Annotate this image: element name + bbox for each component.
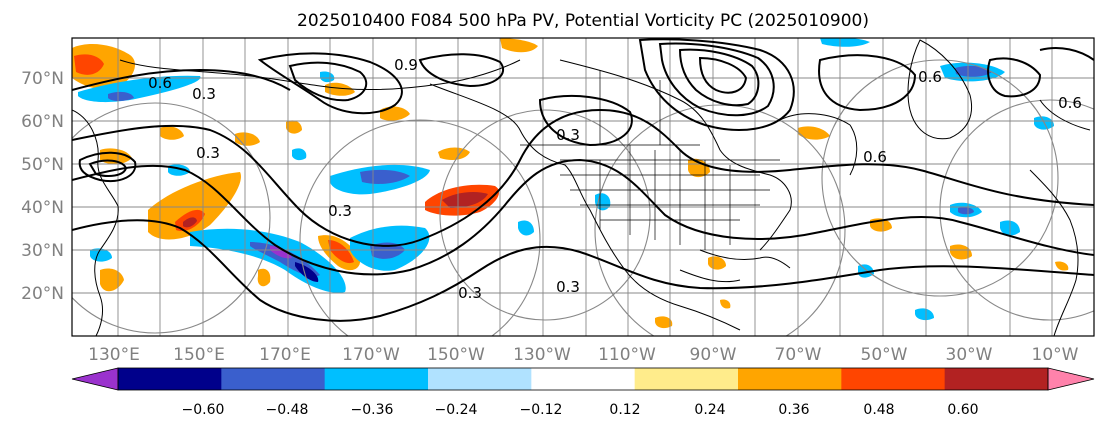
pv-anomaly-negative [292, 148, 307, 161]
colorbar-extend-left [71, 367, 119, 391]
colorbar-segment [634, 368, 739, 390]
lon-label: 70°W [775, 345, 822, 365]
pv-contours [72, 38, 1094, 322]
colorbar-tick-label: −0.60 [182, 402, 225, 418]
pv-anomaly-positive-core [74, 54, 104, 75]
pv-anomaly-negative-core [955, 65, 992, 77]
pv-anomaly-negative [320, 71, 335, 83]
pv-anomaly-positive [720, 299, 731, 309]
lon-label: 170°W [342, 345, 400, 365]
lon-label: 10°W [1032, 345, 1079, 365]
contour-label: 0.3 [556, 126, 580, 144]
colorbar-tick-label: 0.36 [778, 402, 809, 418]
lat-label: 60°N [21, 112, 64, 132]
colorbar-tick-label: 0.24 [694, 402, 725, 418]
map-background [72, 38, 1094, 336]
lon-label: 90°W [690, 345, 737, 365]
colorbar-frame [117, 367, 1049, 391]
colorbar-segment [324, 368, 429, 390]
pv-anomaly-positive [1055, 261, 1069, 271]
lon-label: 150°W [427, 345, 485, 365]
colorbar-tick-label: −0.36 [351, 402, 394, 418]
colorbar-tick-label: −0.24 [435, 402, 478, 418]
colorbar-segment [841, 368, 946, 390]
pv-anomaly-negative [820, 38, 870, 47]
contour-label: 0.6 [1058, 94, 1082, 112]
lon-label: 170°E [259, 345, 311, 365]
pv-anomaly-positive [257, 268, 271, 287]
lon-label: 50°W [861, 345, 908, 365]
colorbar-segments [118, 368, 1049, 390]
colorbar-extend-right [1047, 367, 1095, 391]
map-frame [71, 37, 1095, 337]
political-borders [520, 70, 780, 250]
latitude-labels: 70°N 60°N 50°N 40°N 30°N 20°N [21, 69, 64, 304]
contour-label: 0.3 [192, 85, 216, 103]
chart-title: 2025010400 F084 500 hPa PV, Potential Vo… [297, 11, 869, 31]
range-circles [72, 59, 1094, 336]
contour-label-group: 0.6 0.3 0.9 0.6 0.3 0.3 0.6 0.3 0.3 0.6 … [148, 56, 1082, 302]
colorbar-segment [944, 368, 1049, 390]
contour-label: 0.3 [458, 284, 482, 302]
lat-label: 20°N [21, 284, 64, 304]
pv-anomaly-positive [380, 106, 410, 121]
pv-anomaly-purple-core [270, 246, 292, 259]
pv-anomaly-positive [286, 120, 302, 134]
pv-anomaly-negative-core [958, 207, 974, 215]
contour-label: 0.3 [556, 278, 580, 296]
pv-shading [72, 38, 1069, 329]
pv-anomaly-positive [798, 126, 830, 140]
pv-anomaly-positive [655, 316, 673, 329]
colorbar-segment [118, 368, 222, 390]
colorbar-tick-label: 0.60 [947, 402, 978, 418]
pv-anomaly-positive [500, 38, 538, 53]
longitude-labels: 130°E 150°E 170°E 170°W 150°W 130°W 110°… [88, 345, 1079, 365]
colorbar-segment [531, 368, 636, 390]
contour-label: 0.9 [394, 56, 418, 74]
pv-anomaly-positive-center [183, 217, 197, 228]
contour-label: 0.3 [196, 144, 220, 162]
pv-anomaly-negative-core [108, 91, 134, 101]
pv-anomaly-negative [915, 308, 934, 321]
colorbar-ticks: −0.60 −0.48 −0.36 −0.24 −0.12 0.12 0.24 … [182, 402, 979, 418]
colorbar-segment [221, 368, 326, 390]
colorbar-tick-label: −0.48 [266, 402, 309, 418]
pv-anomaly-negative [90, 248, 112, 262]
colorbar-tick-label: −0.12 [520, 402, 563, 418]
contour-label: 0.6 [918, 68, 942, 86]
lat-label: 70°N [21, 69, 64, 89]
pv-anomaly-negative-core [360, 169, 410, 184]
contour-label: 0.3 [328, 202, 352, 220]
map-panel: 0.6 0.3 0.9 0.6 0.3 0.3 0.6 0.3 0.3 0.6 … [71, 37, 1095, 337]
lat-label: 50°N [21, 155, 64, 175]
pv-anomaly-positive [708, 256, 726, 270]
contour-label: 0.6 [148, 74, 172, 92]
pv-anomaly-negative-center [295, 262, 319, 282]
colorbar-tick-label: 0.48 [863, 402, 894, 418]
pv-anomaly-positive-core [442, 192, 488, 208]
pv-anomaly-positive [688, 158, 710, 178]
colorbar-segment [428, 368, 532, 390]
pv-anomaly-positive [148, 172, 241, 240]
pv-anomaly-positive [950, 244, 972, 260]
colorbar-segment [738, 368, 842, 390]
lon-label: 30°W [946, 345, 993, 365]
pv-anomaly-positive [325, 82, 355, 96]
pv-anomaly-negative [518, 220, 534, 236]
lon-label: 130°W [513, 345, 571, 365]
lon-label: 130°E [88, 345, 140, 365]
colorbar-tick-label: 0.12 [609, 402, 640, 418]
contour-label: 0.6 [863, 148, 887, 166]
pv-anomaly-positive-core [328, 240, 354, 264]
lat-label: 30°N [21, 241, 64, 261]
lon-label: 110°W [598, 345, 656, 365]
colorbar: −0.60 −0.48 −0.36 −0.24 −0.12 0.12 0.24 … [71, 367, 1095, 418]
lon-label: 150°E [173, 345, 225, 365]
pv-anomaly-positive [160, 126, 184, 140]
pv-anomaly-negative [858, 264, 874, 278]
lat-label: 40°N [21, 198, 64, 218]
